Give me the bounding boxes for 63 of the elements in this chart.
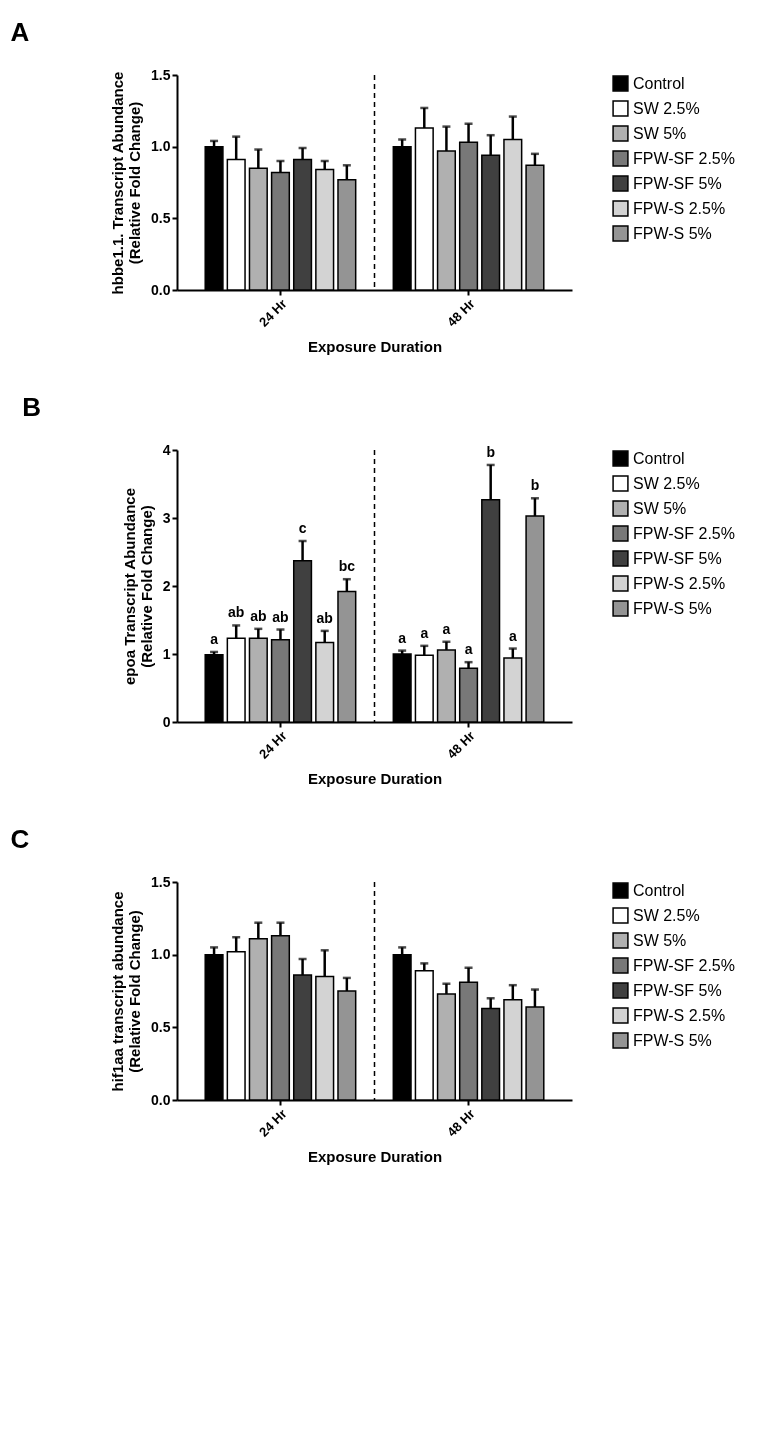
y-tick-label: 3 — [162, 509, 171, 526]
y-tick-label: 1.5 — [151, 66, 171, 83]
data-label: a — [508, 627, 517, 644]
legend-label: SW 2.5% — [633, 474, 700, 492]
legend-label: FPW-S 2.5% — [633, 574, 726, 592]
x-axis-title: Exposure Duration — [307, 769, 443, 787]
legend-label: Control — [633, 449, 685, 467]
legend-label: FPW-S 5% — [633, 224, 712, 242]
legend-label: FPW-S 2.5% — [633, 1006, 726, 1024]
x-axis-title: Exposure Duration — [307, 337, 443, 355]
legend-label: FPW-SF 5% — [633, 174, 722, 192]
legend-label: Control — [633, 881, 685, 899]
y-axis-title: epoa Transcript Abundance (Relative Fold Change) — [120, 488, 155, 685]
legend-label: FPW-SF 2.5% — [633, 524, 735, 542]
legend-label: FPW-SF 2.5% — [633, 149, 735, 167]
data-label: ab — [228, 604, 245, 621]
y-tick-label: 0.0 — [151, 281, 171, 298]
y-tick-label: 0.5 — [151, 1018, 171, 1035]
legend-label: Control — [633, 74, 685, 92]
data-label: a — [420, 624, 429, 641]
data-label: a — [210, 630, 219, 647]
y-tick-label: 0.0 — [151, 1091, 171, 1108]
legend-label: FPW-SF 5% — [633, 549, 722, 567]
y-axis-title: hif1aa transcript abundance (Relative Fold Change) — [109, 891, 144, 1092]
data-label: bc — [338, 558, 356, 575]
x-tick-label: 24 Hr — [256, 296, 290, 330]
x-tick-label: 48 Hr — [444, 728, 478, 762]
chart-title: A — [10, 17, 30, 47]
legend-label: FPW-S 5% — [633, 599, 712, 617]
legend-label: SW 5% — [633, 499, 687, 517]
data-label: b — [530, 477, 540, 494]
x-axis-title: Exposure Duration — [307, 1147, 443, 1165]
chart-title: C — [10, 824, 30, 854]
x-tick-label: 48 Hr — [444, 1106, 478, 1140]
legend-label: SW 2.5% — [633, 906, 700, 924]
legend-label: FPW-SF 2.5% — [633, 956, 735, 974]
data-label: a — [442, 620, 451, 637]
y-tick-label: 1.0 — [151, 138, 171, 155]
y-tick-label: 1 — [162, 645, 171, 662]
chart-title: B — [22, 392, 41, 422]
x-tick-label: 24 Hr — [256, 728, 290, 762]
data-label: b — [486, 443, 495, 460]
legend-label: FPW-S 5% — [633, 1031, 712, 1049]
data-label: a — [398, 629, 407, 646]
y-tick-label: 0.5 — [151, 209, 171, 226]
y-tick-label: 2 — [162, 577, 171, 594]
legend-label: FPW-SF 5% — [633, 981, 722, 999]
data-label: ab — [250, 607, 267, 624]
legend-label: FPW-S 2.5% — [633, 199, 726, 217]
data-label: c — [298, 520, 307, 537]
y-axis-title: hbbe1.1. Transcript Abundance (Relative Fold Change) — [109, 71, 144, 295]
data-label: ab — [272, 608, 289, 625]
x-tick-label: 48 Hr — [444, 296, 478, 330]
x-tick-label: 24 Hr — [256, 1106, 290, 1140]
data-label: a — [464, 641, 473, 658]
legend-label: SW 5% — [633, 931, 687, 949]
legend-label: SW 5% — [633, 124, 687, 142]
data-label: ab — [316, 609, 333, 626]
legend-label: SW 2.5% — [633, 99, 700, 117]
y-tick-label: 1.5 — [151, 873, 171, 890]
y-tick-label: 4 — [162, 441, 171, 458]
y-tick-label: 0 — [162, 713, 171, 730]
y-tick-label: 1.0 — [151, 946, 171, 963]
